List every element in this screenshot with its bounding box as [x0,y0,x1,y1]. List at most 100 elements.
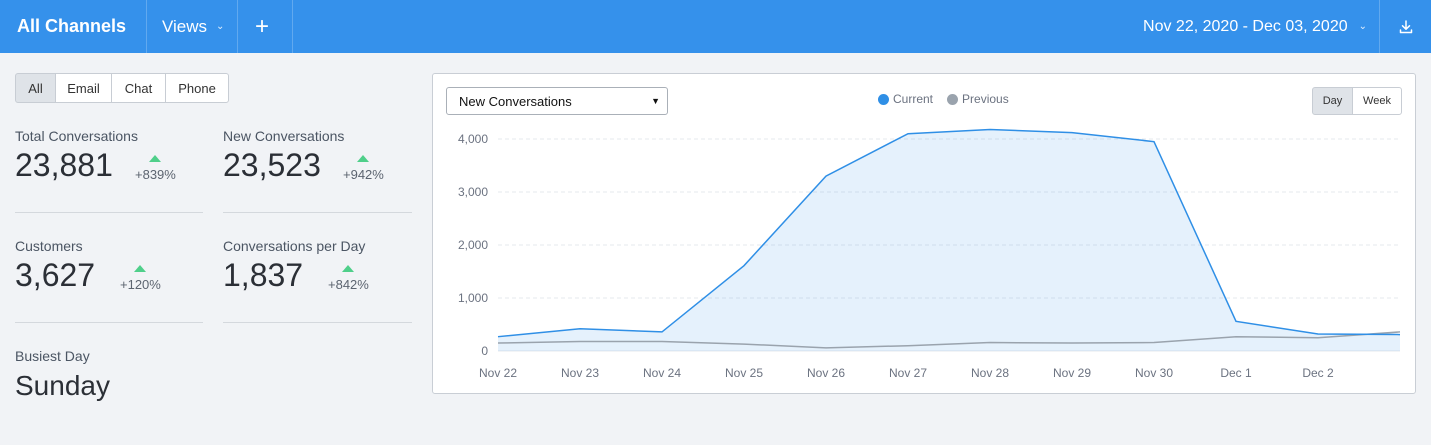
divider [237,0,238,53]
divider [1379,0,1380,53]
date-range-picker[interactable]: Nov 22, 2020 - Dec 03, 2020 ⌄ [1143,0,1367,53]
previous-data-point [578,339,582,343]
previous-data-point [660,339,664,343]
legend-item-previous[interactable]: Previous [947,92,1009,106]
legend-item-current[interactable]: Current [878,92,933,106]
x-tick-label: Nov 28 [971,366,1009,380]
x-tick-label: Nov 26 [807,366,845,380]
stat-label: Conversations per Day [223,238,366,254]
filter-chat-button[interactable]: Chat [111,73,166,103]
stat-value: 23,881 [15,147,113,183]
y-tick-label: 4,000 [458,132,488,146]
current-data-point [1316,332,1320,336]
trend-up-icon [342,265,355,272]
current-series-line [497,128,1401,338]
views-label: Views [162,16,208,36]
current-data-point [824,174,828,178]
trend-up-icon [134,265,147,272]
current-data-point [742,264,746,268]
divider [146,0,147,53]
previous-data-point [906,344,910,348]
x-tick-label: Nov 25 [725,366,763,380]
chevron-down-icon: ⌄ [216,21,225,32]
current-data-point [496,335,500,339]
stat-delta-value: +942% [343,167,384,182]
granularity-toggle: Day Week [1312,87,1402,115]
channel-filter-group: All Email Chat Phone [15,73,229,103]
y-tick-label: 3,000 [458,185,488,199]
stat-busiest-day: Busiest Day Sunday [15,348,110,402]
stat-value: 1,837 [223,257,304,293]
chart-panel: 0 1,000 2,000 3,000 4,000 Nov 22 Nov 23 Nov 24 N… [432,73,1416,394]
stat-value: 3,627 [15,257,96,293]
x-tick-label: Dec 2 [1302,366,1334,380]
previous-series-line [497,331,1401,349]
previous-data-point [988,341,992,345]
previous-data-point [496,341,500,345]
stat-value: 23,523 [223,147,321,183]
previous-data-point [1398,330,1402,334]
trend-up-icon [357,155,370,162]
conversations-chart: 0 1,000 2,000 3,000 4,000 Nov 22 Nov 23 Nov 24 N… [458,128,1402,380]
x-tick-label: Nov 30 [1135,366,1173,380]
previous-data-point [1152,341,1156,345]
y-tick-label: 1,000 [458,291,488,305]
filter-phone-button[interactable]: Phone [165,73,229,103]
granularity-day-button[interactable]: Day [1312,87,1353,115]
stat-delta-value: +842% [328,277,369,292]
current-data-point [1152,140,1156,144]
stat-label: Customers [15,238,83,254]
stat-label: New Conversations [223,128,345,144]
x-tick-label: Nov 29 [1053,366,1091,380]
stat-label: Busiest Day [15,348,90,364]
views-dropdown[interactable]: Views ⌄ [162,0,224,53]
divider [292,0,293,53]
stat-label: Total Conversations [15,128,138,144]
current-data-point [906,132,910,136]
chevron-down-icon: ▼ [651,96,660,106]
previous-data-point [742,342,746,346]
divider [223,212,412,213]
stat-conversations-per-day: Conversations per Day 1,837 +842% [223,238,369,294]
previous-data-point [824,346,828,350]
filter-email-button[interactable]: Email [55,73,112,103]
current-series-area [498,129,1400,351]
page-title: All Channels [17,16,127,36]
stat-customers: Customers 3,627 +120% [15,238,161,294]
chevron-down-icon: ⌄ [1358,21,1367,32]
previous-data-point [1234,335,1238,339]
legend-dot-icon [878,93,889,105]
stat-delta: +942% [343,155,384,182]
granularity-week-button[interactable]: Week [1352,87,1402,115]
current-data-point [1234,319,1238,323]
date-range-label: Nov 22, 2020 - Dec 03, 2020 [1143,17,1348,35]
previous-data-point [1070,341,1074,345]
legend-dot-icon [947,93,959,105]
y-tick-label: 0 [481,344,488,358]
metric-select[interactable]: New Conversations ▼ [446,87,668,115]
stat-delta: +842% [328,265,369,292]
add-view-button[interactable]: + [255,12,270,40]
download-button[interactable] [1396,0,1416,53]
x-tick-label: Nov 22 [479,366,517,380]
x-tick-label: Nov 23 [561,366,599,380]
legend-label: Previous [962,92,1009,106]
divider [15,322,203,323]
trend-up-icon [149,155,162,162]
stat-total-conversations: Total Conversations 23,881 +839% [15,128,176,184]
legend-label: Current [893,92,934,106]
previous-data-point [1316,336,1320,340]
filter-all-button[interactable]: All [15,73,56,103]
metric-select-value: New Conversations [459,93,572,109]
x-tick-label: Nov 24 [643,366,681,380]
top-bar: All Channels Views ⌄ + Nov 22, 2020 - De… [0,0,1431,53]
x-tick-label: Dec 1 [1220,366,1252,380]
x-tick-label: Nov 27 [889,366,927,380]
y-tick-label: 2,000 [458,238,488,252]
stat-delta: +839% [135,155,176,182]
stat-new-conversations: New Conversations 23,523 +942% [223,128,384,184]
download-icon [1399,19,1413,33]
divider [15,212,203,213]
current-data-point [660,330,664,334]
stat-value: Sunday [15,370,110,401]
